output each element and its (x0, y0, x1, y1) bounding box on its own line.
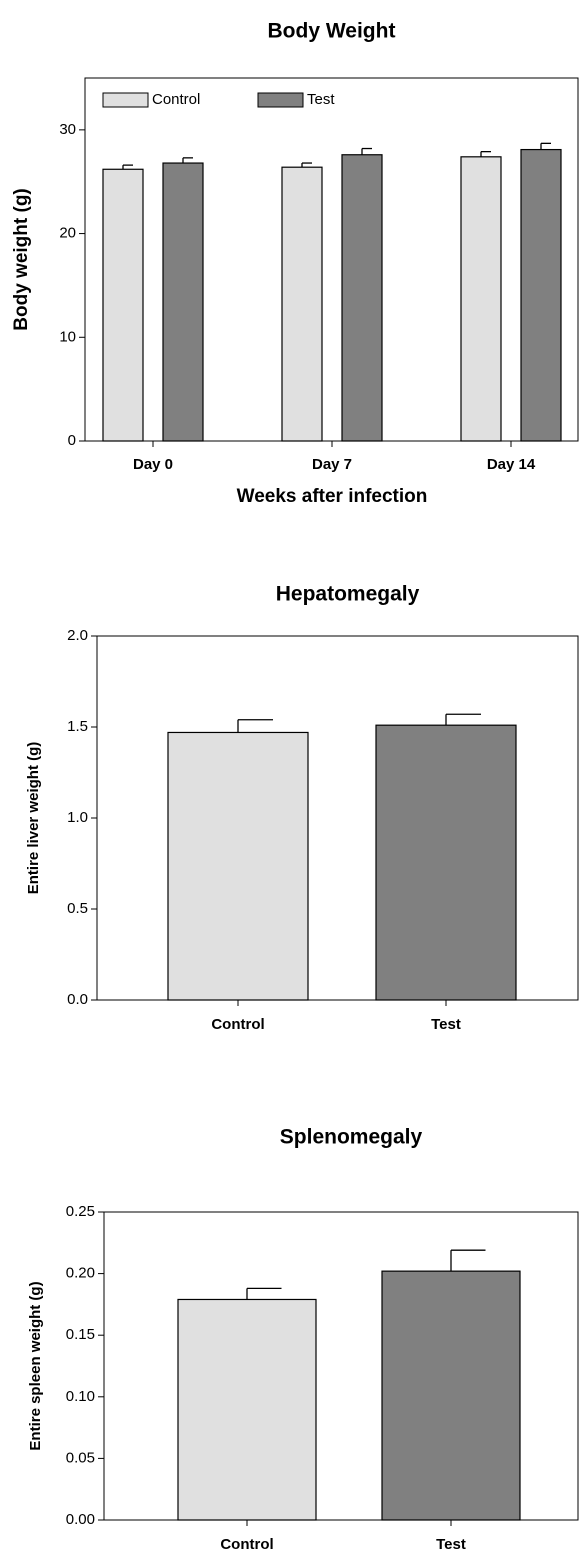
bar (162, 162, 204, 442)
chart-title: Splenomegaly (280, 1126, 423, 1149)
y-axis-label: Entire spleen weight (g) (27, 1281, 44, 1450)
bar (177, 1298, 317, 1521)
legend-swatch (257, 92, 304, 108)
y-tick-label: 0.10 (66, 1388, 95, 1405)
x-tick-label: Day 0 (133, 456, 173, 473)
y-tick-label: 10 (59, 328, 76, 345)
legend-label: Test (307, 91, 335, 108)
plot-frame (84, 77, 579, 442)
x-tick-label: Day 14 (487, 456, 536, 473)
y-tick-label: 1.5 (67, 718, 88, 735)
x-tick-label: Control (211, 1016, 264, 1033)
y-tick-label: 1.0 (67, 809, 88, 826)
y-tick-label: 2.0 (67, 627, 88, 644)
y-tick-label: 0.25 (66, 1203, 95, 1220)
y-tick-label: 30 (59, 121, 76, 138)
bar (460, 156, 502, 442)
y-axis-label: Entire liver weight (g) (25, 742, 42, 895)
y-tick-label: 0.05 (66, 1449, 95, 1466)
x-tick-label: Control (220, 1536, 273, 1553)
y-axis-label: Body weight (g) (11, 188, 32, 330)
y-tick-label: 0.5 (67, 900, 88, 917)
y-tick-label: 0.20 (66, 1265, 95, 1282)
legend-swatch (102, 92, 149, 108)
bar (381, 1270, 521, 1521)
legend-label: Control (152, 91, 200, 108)
y-tick-label: 0.15 (66, 1326, 95, 1343)
bar (167, 731, 309, 1001)
bar (375, 724, 517, 1001)
x-tick-label: Day 7 (312, 456, 352, 473)
bar (281, 166, 323, 442)
x-axis-label: Weeks after infection (237, 486, 428, 507)
y-tick-label: 0 (68, 432, 76, 449)
bar (520, 148, 562, 442)
y-tick-label: 20 (59, 225, 76, 242)
y-tick-label: 0.0 (67, 991, 88, 1008)
chart-title: Hepatomegaly (276, 583, 420, 606)
y-tick-label: 0.00 (66, 1511, 95, 1528)
bar (341, 154, 383, 442)
chart-title: Body Weight (268, 20, 396, 43)
bar (102, 168, 144, 442)
plot-frame (103, 1211, 579, 1521)
x-tick-label: Test (431, 1016, 461, 1033)
x-tick-label: Test (436, 1536, 466, 1553)
